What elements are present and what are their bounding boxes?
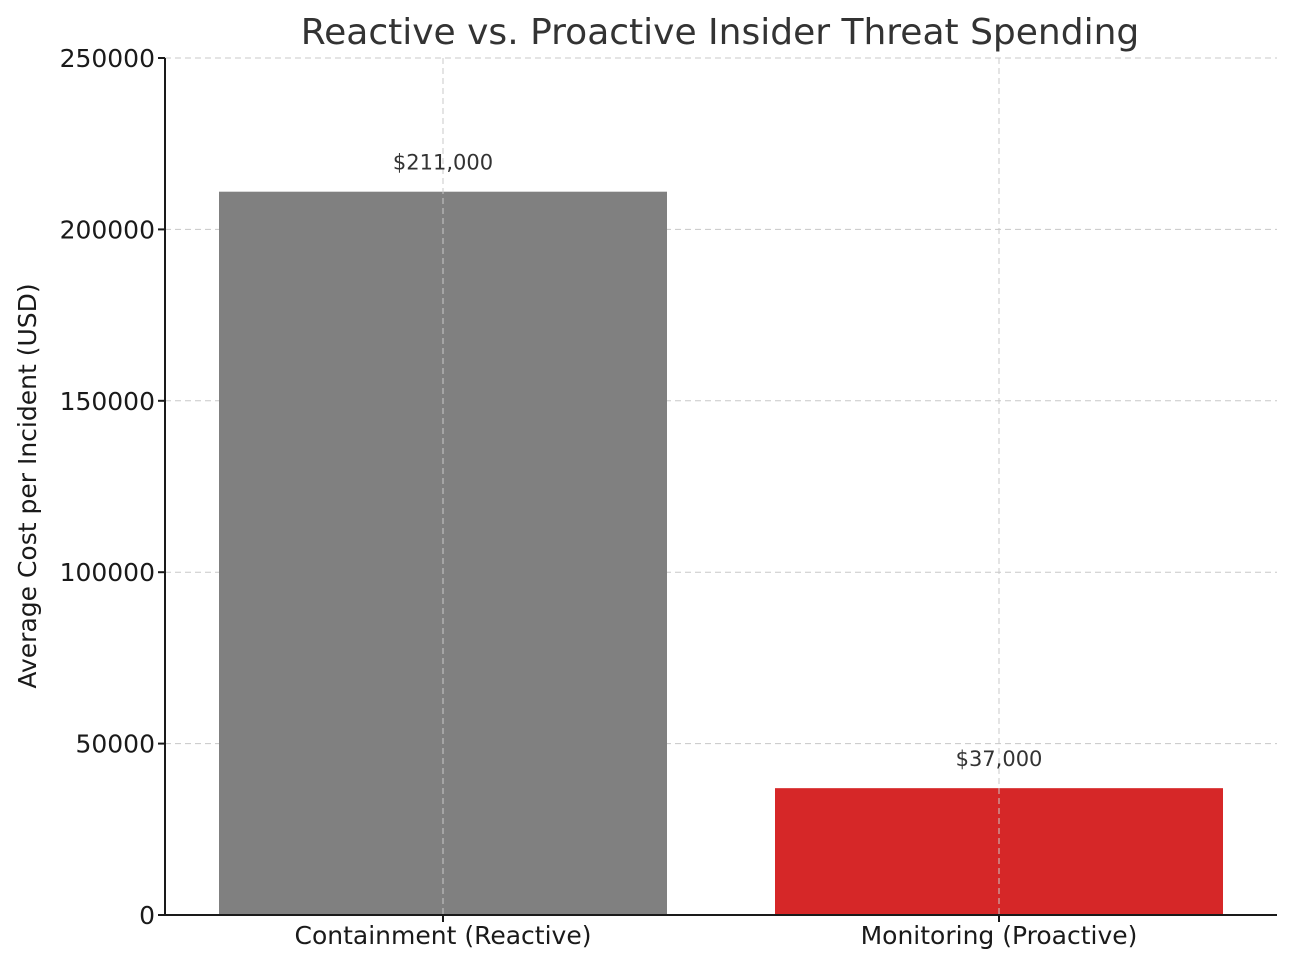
y-axis-label: Average Cost per Incident (USD) (13, 283, 42, 688)
chart-title: Reactive vs. Proactive Insider Threat Sp… (301, 12, 1140, 53)
labels: 0 50000 100000 150000 200000 250000 Containmen… (60, 44, 1138, 950)
y-tick-label: 150000 (60, 387, 155, 416)
y-tick-label: 50000 (75, 730, 155, 759)
bar-value-label: $37,000 (956, 747, 1043, 771)
y-tick-label: 100000 (60, 558, 155, 587)
y-tick-label: 0 (139, 901, 155, 930)
bars (219, 58, 1223, 915)
axes (158, 57, 1277, 922)
x-tick-label: Monitoring (Proactive) (861, 921, 1138, 950)
y-tick-label: 200000 (60, 215, 155, 244)
bar-value-label: $211,000 (393, 151, 493, 175)
x-tick-label: Containment (Reactive) (295, 921, 592, 950)
y-tick-label: 250000 (60, 44, 155, 73)
